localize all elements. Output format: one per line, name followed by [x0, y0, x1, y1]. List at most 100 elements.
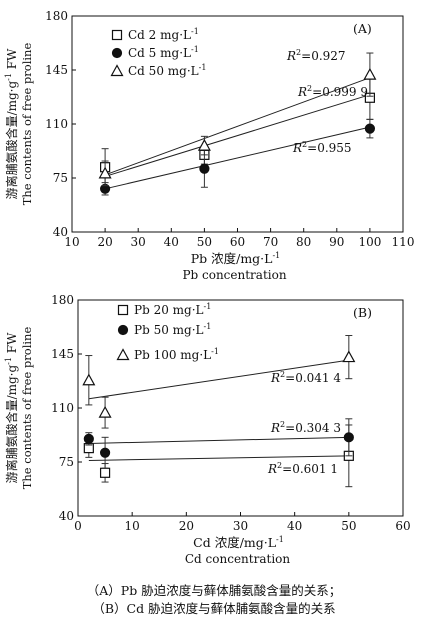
- legend-label-part-1: -1: [199, 63, 207, 72]
- y-tick-label: 75: [59, 455, 74, 469]
- x-axis-label-cn-part-1: -1: [272, 251, 280, 260]
- r2-label: R2=0.927: [286, 48, 346, 63]
- y-tick-label: 40: [53, 225, 68, 239]
- r2-value: =0.601 1: [282, 462, 338, 476]
- caption-line-a: （A）Pb 胁迫浓度与藓体脯氨酸含量的关系；: [86, 583, 342, 598]
- legend-marker: [111, 29, 123, 41]
- y-axis-label-cn-part-1: -1: [4, 357, 13, 365]
- legend-label-part-1: -1: [211, 347, 219, 356]
- legend-label-part-1: -1: [191, 27, 199, 36]
- y-tick-label: 145: [51, 347, 74, 361]
- x-axis-label-cn-part-1: -1: [276, 535, 284, 544]
- r2-label: R2=0.999 9: [297, 84, 368, 99]
- x-axis-label-cn-part-0: Cd 浓度/mg·L: [193, 535, 276, 550]
- legend-label-part-0: Cd 2 mg·L: [128, 28, 191, 42]
- y-tick-label: 75: [53, 171, 68, 185]
- y-tick-label: 180: [51, 293, 74, 307]
- x-tick-label: 30: [233, 519, 248, 533]
- x-tick-label: 40: [164, 235, 179, 249]
- y-axis-label-cn: 游离脯氨酸含量/mg·g-1 FW: [4, 332, 19, 484]
- data-point: [343, 432, 354, 443]
- r2-value: =0.304 3: [285, 421, 341, 435]
- y-tick-label: 145: [45, 63, 68, 77]
- y-axis-label-cn-part-2: FW: [5, 48, 19, 73]
- data-point: [199, 163, 210, 174]
- series-circle: R2=0.999 9Cd 5 mg·L-1: [100, 45, 375, 196]
- legend-marker: [116, 348, 130, 361]
- chart-panel-1: 10 20 30 40 50 60 70 80 90 100 110 40 75 110 145 180 (A)…: [4, 9, 414, 282]
- r2-exponent: 2: [280, 420, 285, 429]
- x-tick-label: 100: [358, 235, 381, 249]
- r2-symbol: R: [297, 85, 307, 99]
- trend-line: [88, 455, 349, 461]
- r2-symbol: R: [270, 371, 280, 385]
- legend-marker: [117, 324, 129, 336]
- series-circle: R2=0.304 3Pb 50 mg·L-1: [83, 322, 354, 469]
- legend-label-part-0: Cd 50 mg·L: [128, 64, 199, 78]
- legend-label-part-0: Pb 20 mg·L: [134, 303, 204, 317]
- legend-marker: [110, 64, 124, 77]
- plot-frame: [71, 15, 404, 233]
- x-axis-label-cn-part-0: Pb 浓度/mg·L: [191, 251, 273, 266]
- x-tick-label: 60: [230, 235, 245, 249]
- legend-label: Pb 100 mg·L-1: [134, 347, 219, 362]
- r2-value: =0.041 4: [285, 371, 341, 385]
- legend-label: Cd 50 mg·L-1: [128, 63, 206, 78]
- x-tick-label: 50: [197, 235, 212, 249]
- x-tick-label: 10: [64, 235, 79, 249]
- data-point: [82, 373, 96, 386]
- r2-label: R2=0.601 1: [267, 461, 338, 476]
- r2-symbol: R: [286, 49, 296, 63]
- x-tick-label: 30: [131, 235, 146, 249]
- data-point: [363, 67, 377, 80]
- r2-exponent: 2: [296, 48, 301, 57]
- r2-symbol: R: [292, 141, 302, 155]
- x-tick-label: 10: [125, 519, 140, 533]
- x-tick-label: 90: [329, 235, 344, 249]
- r2-label: R2=0.304 3: [270, 420, 341, 435]
- legend-label: Cd 2 mg·L-1: [128, 27, 199, 42]
- trend-line: [88, 436, 349, 444]
- x-tick-label: 110: [392, 235, 415, 249]
- trend-line: [104, 126, 371, 190]
- x-axis-label-en: Pb concentration: [182, 268, 286, 282]
- x-axis-label-cn: Cd 浓度/mg·L-1: [193, 535, 284, 550]
- y-tick-label: 110: [45, 117, 68, 131]
- y-axis-label-cn-part-0: 游离脯氨酸含量/mg·g: [4, 365, 19, 484]
- data-point: [98, 166, 112, 179]
- y-axis-label-cn-part-0: 游离脯氨酸含量/mg·g: [4, 81, 19, 200]
- x-tick-label: 70: [263, 235, 278, 249]
- series-square: R2=0.041 4Pb 20 mg·L-1: [83, 302, 354, 488]
- y-tick-label: 40: [59, 509, 74, 523]
- legend-label-part-1: -1: [204, 322, 212, 331]
- legend-label: Cd 5 mg·L-1: [128, 45, 199, 60]
- r2-exponent: 2: [280, 370, 285, 379]
- r2-exponent: 2: [302, 140, 307, 149]
- legend-label-part-1: -1: [204, 302, 212, 311]
- x-tick-label: 40: [287, 519, 302, 533]
- x-axis-label-en: Cd concentration: [185, 552, 291, 566]
- data-point: [342, 350, 356, 363]
- trend-line: [88, 359, 349, 400]
- legend-label-part-0: Pb 100 mg·L: [134, 348, 211, 362]
- r2-value: =0.999 9: [312, 85, 368, 99]
- x-tick-label: 20: [179, 519, 194, 533]
- x-tick-label: 50: [341, 519, 356, 533]
- legend-label-part-0: Cd 5 mg·L: [128, 46, 191, 60]
- trend-line: [104, 77, 371, 176]
- data-point: [83, 433, 94, 444]
- series-triangle: R2=0.601 1Pb 100 mg·L-1: [82, 334, 356, 476]
- y-tick-label: 180: [45, 9, 68, 23]
- r2-symbol: R: [267, 462, 277, 476]
- r2-value: =0.927: [301, 49, 345, 63]
- caption-line-b: （B）Cd 胁迫浓度与藓体脯氨酸含量的关系: [92, 601, 336, 616]
- r2-label: R2=0.041 4: [270, 370, 341, 385]
- trend-line: [104, 94, 371, 177]
- panel-label: (B): [353, 305, 372, 320]
- y-axis-label-en: The contents of free proline: [20, 327, 34, 490]
- data-point: [364, 123, 375, 134]
- y-axis-label-cn: 游离脯氨酸含量/mg·g-1 FW: [4, 48, 19, 200]
- x-tick-label: 20: [97, 235, 112, 249]
- data-point: [99, 467, 111, 478]
